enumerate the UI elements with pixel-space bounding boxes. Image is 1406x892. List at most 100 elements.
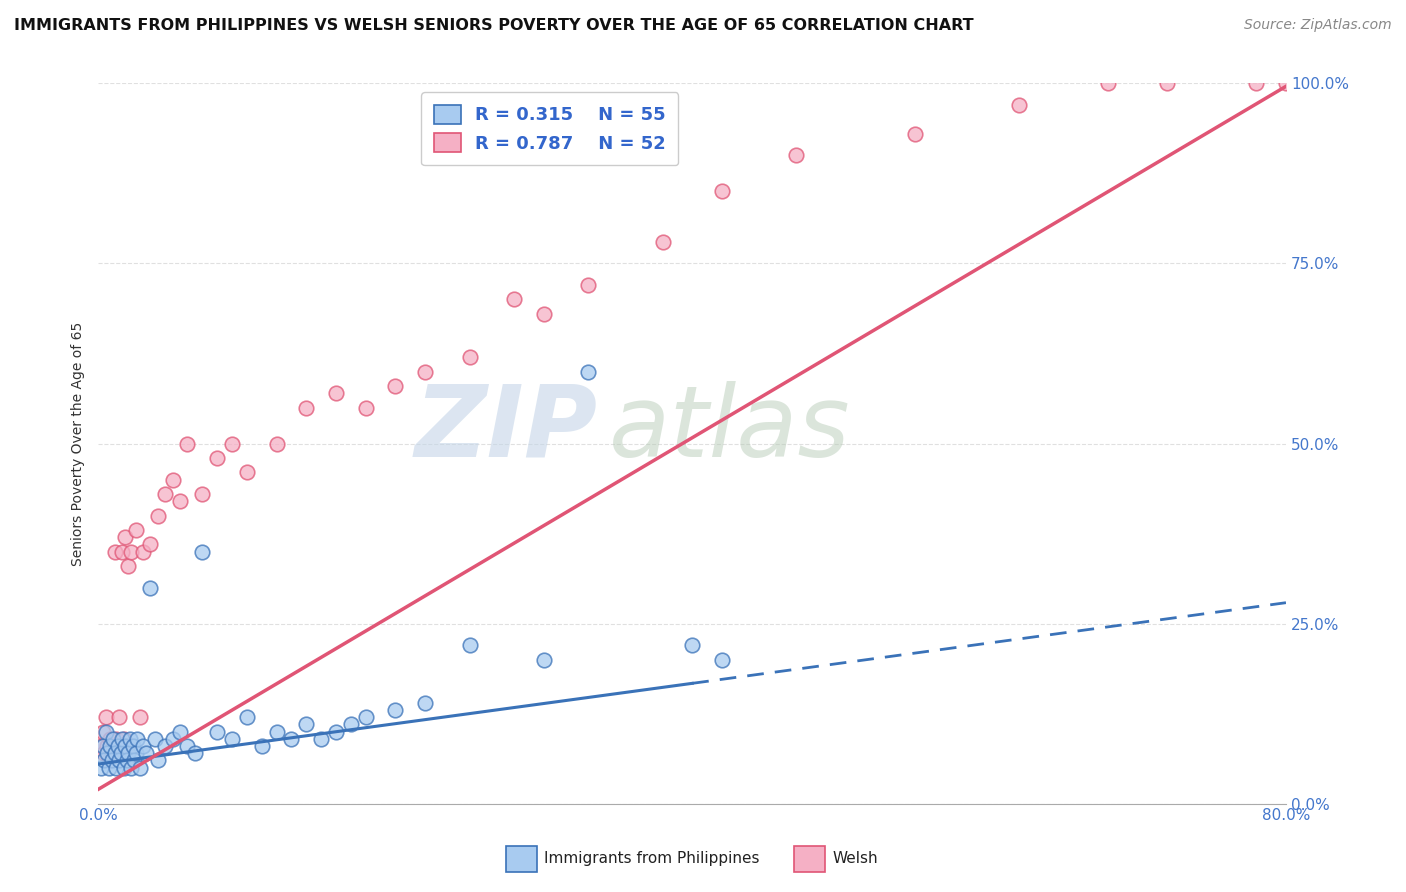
Point [384,379,406,393]
Point [169,494,191,508]
Point [104,746,127,760]
Point [94,724,117,739]
Point [236,710,259,724]
Point [139,537,162,551]
Point [103,739,125,753]
Point [533,652,555,666]
Text: ZIP: ZIP [415,381,598,477]
Point [122,753,145,767]
Point [250,739,273,753]
Point [105,731,128,746]
Point [1246,77,1268,91]
Point [176,739,198,753]
Point [458,350,481,364]
Point [191,487,214,501]
Point [1156,77,1178,91]
Point [325,386,347,401]
Y-axis label: Seniors Poverty Over the Age of 65: Seniors Poverty Over the Age of 65 [72,321,86,566]
Point [184,746,207,760]
Point [132,739,155,753]
Point [651,235,673,249]
Point [221,436,243,450]
Point [96,746,118,760]
Point [111,544,134,558]
Text: Immigrants from Philippines: Immigrants from Philippines [544,852,759,866]
Point [266,436,288,450]
Point [114,530,136,544]
Point [93,753,115,767]
Point [110,739,132,753]
Point [339,717,361,731]
Point [681,638,703,652]
Point [162,731,184,746]
Point [117,558,139,573]
Point [94,710,117,724]
Point [155,487,177,501]
Point [266,724,288,739]
Point [139,581,162,595]
Text: Source: ZipAtlas.com: Source: ZipAtlas.com [1244,18,1392,32]
Point [112,731,135,746]
Point [105,761,128,775]
Point [98,739,121,753]
Point [904,127,927,141]
Point [97,753,120,767]
Point [117,746,139,760]
Point [135,746,157,760]
Point [413,696,436,710]
Point [710,652,733,666]
Point [384,703,406,717]
Point [101,753,124,767]
Point [205,724,228,739]
Point [108,753,131,767]
Point [91,724,114,739]
Point [101,746,124,760]
Text: atlas: atlas [609,381,851,477]
Point [118,731,141,746]
Point [111,731,134,746]
Point [114,739,136,753]
Point [309,731,332,746]
Point [90,761,112,775]
Point [104,544,127,558]
Point [191,544,214,558]
Point [354,710,377,724]
Point [115,753,138,767]
Point [132,544,155,558]
Legend: R = 0.315    N = 55, R = 0.787    N = 52: R = 0.315 N = 55, R = 0.787 N = 52 [420,93,679,166]
Point [533,307,555,321]
Point [176,436,198,450]
Point [576,364,599,378]
Text: IMMIGRANTS FROM PHILIPPINES VS WELSH SENIORS POVERTY OVER THE AGE OF 65 CORRELAT: IMMIGRANTS FROM PHILIPPINES VS WELSH SEN… [14,18,974,33]
Point [295,717,318,731]
Point [96,739,118,753]
Point [91,739,114,753]
Point [221,731,243,746]
Point [169,724,191,739]
Point [295,401,318,415]
Point [98,731,121,746]
Point [236,466,259,480]
Point [107,739,129,753]
Point [1008,98,1031,112]
Point [108,710,131,724]
Point [155,739,177,753]
Point [205,450,228,465]
Point [354,401,377,415]
Point [120,544,142,558]
Text: Welsh: Welsh [832,852,877,866]
Point [785,148,807,162]
Point [576,278,599,293]
Point [458,638,481,652]
Point [162,473,184,487]
Point [710,185,733,199]
Point [146,508,169,523]
Point [129,761,152,775]
Point [1275,77,1298,91]
Point [115,739,138,753]
Point [112,761,135,775]
Point [280,731,302,746]
Point [110,746,132,760]
Point [413,364,436,378]
Point [93,746,115,760]
